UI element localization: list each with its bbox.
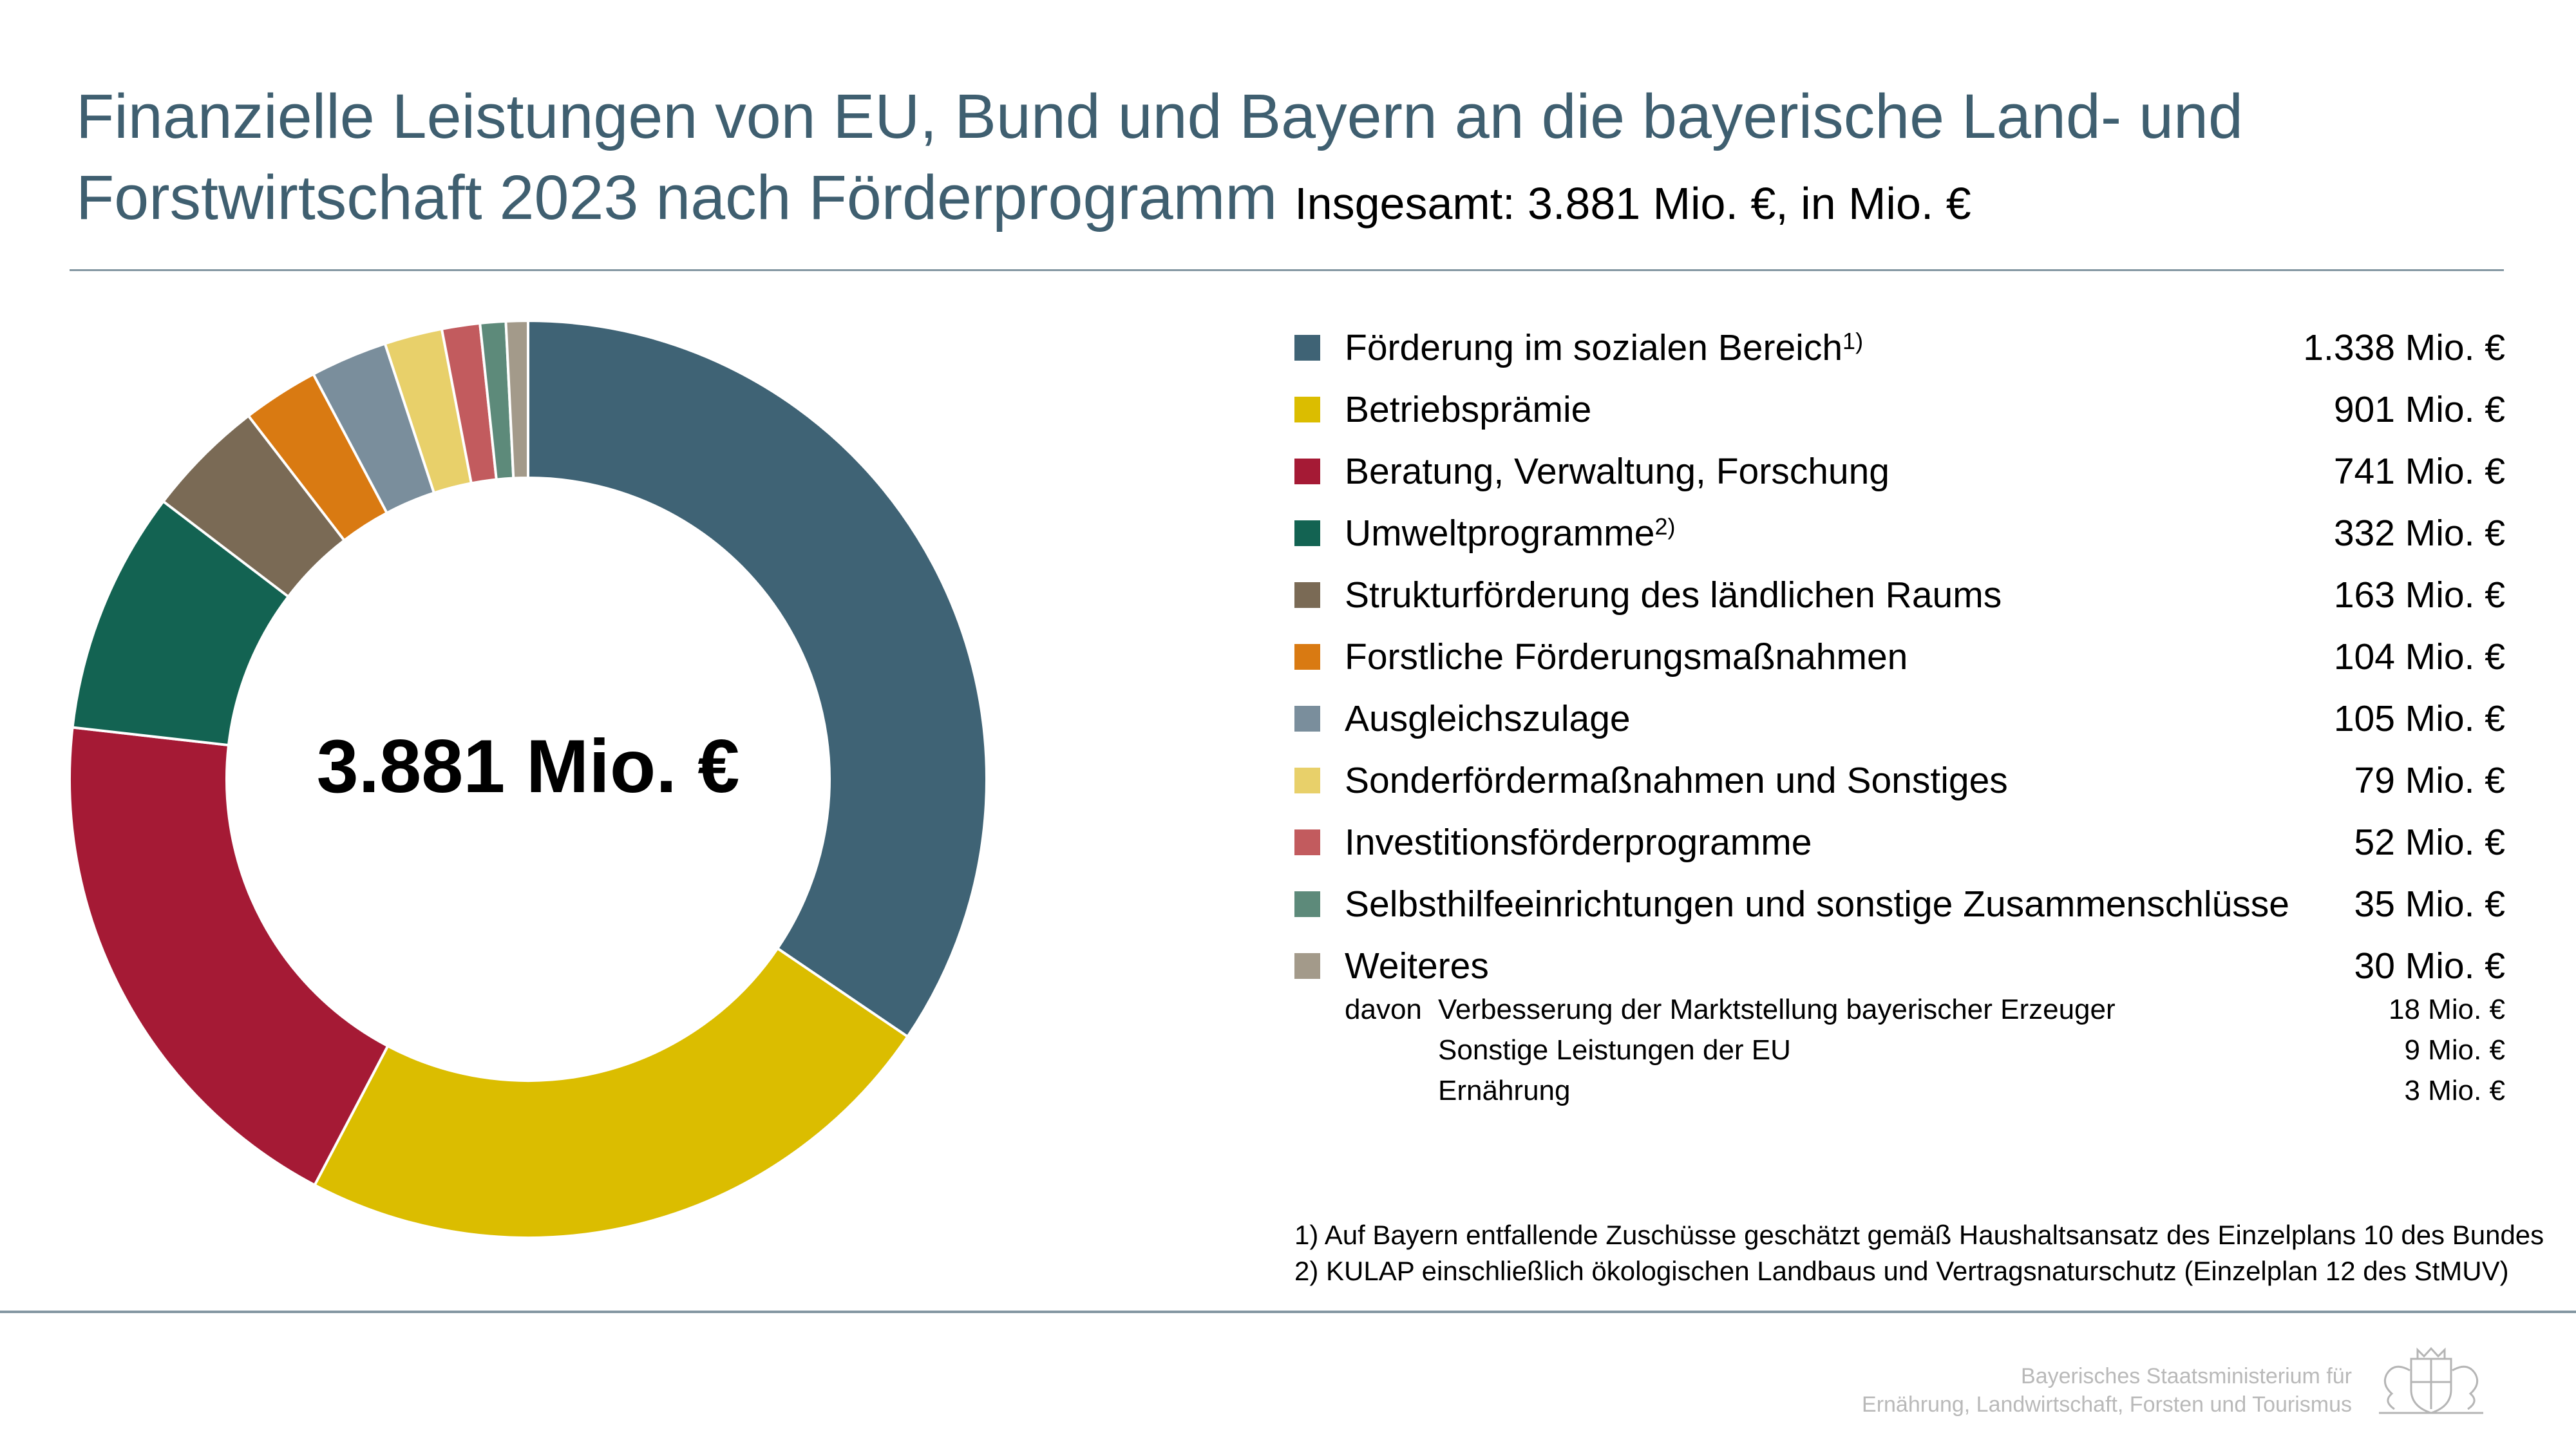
legend-label-text: Forstliche Förderungsmaßnahmen bbox=[1345, 636, 1908, 677]
legend-subitem: davon Verbesserung der Marktstellung baye… bbox=[1345, 990, 2505, 1032]
legend-label: Ausgleichszulage bbox=[1345, 695, 1631, 743]
donut-slice-1 bbox=[312, 946, 910, 1239]
legend-item: Weiteres 30 Mio. € bbox=[1294, 938, 2505, 998]
footnote-2: 2) KULAP einschließlich ökologischen Lan… bbox=[1294, 1256, 2509, 1286]
legend-item: Selbsthilfeeinrichtungen und sonstige Zu… bbox=[1294, 876, 2505, 936]
donut-slice-2 bbox=[68, 726, 390, 1187]
subitem-label: Verbesserung der Marktstellung bayerisch… bbox=[1438, 994, 2116, 1025]
subitem-prefix: davon bbox=[1345, 994, 1422, 1025]
title-line-1: Finanzielle Leistungen von EU, Bund und … bbox=[76, 81, 2243, 151]
legend-swatch bbox=[1294, 706, 1320, 732]
footnote-1: 1) Auf Bayern entfallende Zuschüsse gesc… bbox=[1294, 1220, 2544, 1250]
legend-value: 1.338 Mio. € bbox=[2303, 327, 2505, 368]
bottom-divider bbox=[0, 1311, 2576, 1313]
legend-swatch bbox=[1294, 768, 1320, 793]
top-divider bbox=[70, 269, 2504, 271]
ministry-name: Bayerisches Staatsministerium für Ernähr… bbox=[1862, 1362, 2352, 1419]
legend-label: Umweltprogramme2) bbox=[1345, 509, 1675, 557]
legend-item: Umweltprogramme2) 332 Mio. € bbox=[1294, 506, 2505, 565]
legend-value: 332 Mio. € bbox=[2333, 513, 2505, 554]
donut-slice-0 bbox=[527, 319, 988, 1039]
legend-label-text: Ausgleichszulage bbox=[1345, 698, 1631, 739]
center-total-label: 3.881 Mio. € bbox=[317, 724, 740, 808]
legend-value: 104 Mio. € bbox=[2333, 636, 2505, 677]
legend-label-text: Strukturförderung des ländlichen Raums bbox=[1345, 574, 2002, 616]
legend-swatch bbox=[1294, 397, 1320, 422]
legend-item: Förderung im sozialen Bereich1) 1.338 Mio… bbox=[1294, 320, 2505, 379]
legend-item: Beratung, Verwaltung, Forschung 741 Mio. … bbox=[1294, 444, 2505, 503]
legend-label-text: Selbsthilfeeinrichtungen und sonstige Zu… bbox=[1345, 884, 2289, 925]
legend-item: Betriebsprämie 901 Mio. € bbox=[1294, 382, 2505, 441]
title-line-2: Forstwirtschaft 2023 nach Förderprogramm… bbox=[76, 157, 2459, 244]
legend-label-text: Beratung, Verwaltung, Forschung bbox=[1345, 451, 1890, 492]
legend-value: 30 Mio. € bbox=[2354, 945, 2505, 987]
donut-chart: 3.881 Mio. € bbox=[68, 319, 988, 1239]
legend-label: Förderung im sozialen Bereich1) bbox=[1345, 324, 1863, 372]
legend-item: Sonderfördermaßnahmen und Sonstiges 79 Mi… bbox=[1294, 753, 2505, 812]
legend-item: Investitionsförderprogramme 52 Mio. € bbox=[1294, 815, 2505, 874]
legend-swatch bbox=[1294, 520, 1320, 546]
ministry-line-1: Bayerisches Staatsministerium für bbox=[2021, 1364, 2352, 1388]
legend-label: Selbsthilfeeinrichtungen und sonstige Zu… bbox=[1345, 880, 2289, 928]
legend-footnote-ref: 2) bbox=[1654, 513, 1676, 540]
legend-label-text: Sonderfördermaßnahmen und Sonstiges bbox=[1345, 760, 2008, 801]
legend-swatch bbox=[1294, 829, 1320, 855]
legend-value: 79 Mio. € bbox=[2354, 760, 2505, 801]
legend-label-text: Betriebsprämie bbox=[1345, 389, 1592, 430]
legend-swatch bbox=[1294, 953, 1320, 979]
title-line-2-text: Forstwirtschaft 2023 nach Förderprogramm bbox=[76, 162, 1278, 232]
page-title: Finanzielle Leistungen von EU, Bund und … bbox=[76, 76, 2459, 244]
legend-label: Forstliche Förderungsmaßnahmen bbox=[1345, 633, 1908, 681]
legend-label-text: Förderung im sozialen Bereich bbox=[1345, 327, 1843, 368]
legend-swatch bbox=[1294, 582, 1320, 608]
legend-label: Weiteres bbox=[1345, 942, 1489, 990]
legend-footnote-ref: 1) bbox=[1842, 328, 1864, 354]
legend-value: 105 Mio. € bbox=[2333, 698, 2505, 739]
subitem-label: Sonstige Leistungen der EU bbox=[1438, 1034, 1791, 1066]
subitem-value: 3 Mio. € bbox=[2404, 1075, 2505, 1106]
legend-swatch bbox=[1294, 891, 1320, 917]
legend-swatch bbox=[1294, 644, 1320, 670]
donut-slice-10 bbox=[504, 319, 529, 480]
subitem-label: Ernährung bbox=[1438, 1075, 1571, 1106]
legend-value: 741 Mio. € bbox=[2333, 451, 2505, 492]
legend-label: Betriebsprämie bbox=[1345, 386, 1591, 433]
legend-label: Beratung, Verwaltung, Forschung bbox=[1345, 448, 1889, 495]
legend-subitem: Sonstige Leistungen der EU 9 Mio. € bbox=[1345, 1031, 2505, 1072]
legend-item: Ausgleichszulage 105 Mio. € bbox=[1294, 691, 2505, 750]
ministry-line-2: Ernährung, Landwirtschaft, Forsten und T… bbox=[1862, 1392, 2352, 1417]
legend-swatch bbox=[1294, 335, 1320, 361]
legend-label: Strukturförderung des ländlichen Raums bbox=[1345, 571, 2002, 619]
subtitle: Insgesamt: 3.881 Mio. €, in Mio. € bbox=[1294, 178, 1971, 229]
subitem-value: 9 Mio. € bbox=[2404, 1034, 2505, 1066]
donut-slices bbox=[68, 319, 988, 1239]
subitem-value: 18 Mio. € bbox=[2389, 994, 2505, 1025]
legend-label-text: Umweltprogramme bbox=[1345, 513, 1655, 554]
legend-label-text: Weiteres bbox=[1345, 945, 1489, 987]
legend-subitem: Ernährung 3 Mio. € bbox=[1345, 1072, 2505, 1113]
legend-value: 163 Mio. € bbox=[2333, 574, 2505, 616]
legend-label: Sonderfördermaßnahmen und Sonstiges bbox=[1345, 757, 2008, 804]
legend-value: 901 Mio. € bbox=[2333, 389, 2505, 430]
legend-value: 35 Mio. € bbox=[2354, 884, 2505, 925]
legend-label-text: Investitionsförderprogramme bbox=[1345, 822, 1812, 863]
legend-value: 52 Mio. € bbox=[2354, 822, 2505, 863]
legend-label: Investitionsförderprogramme bbox=[1345, 819, 1812, 866]
legend-item: Strukturförderung des ländlichen Raums 16… bbox=[1294, 567, 2505, 627]
bavarian-crest-icon bbox=[2379, 1347, 2483, 1414]
legend-swatch bbox=[1294, 459, 1320, 484]
legend-item: Forstliche Förderungsmaßnahmen 104 Mio. € bbox=[1294, 629, 2505, 688]
